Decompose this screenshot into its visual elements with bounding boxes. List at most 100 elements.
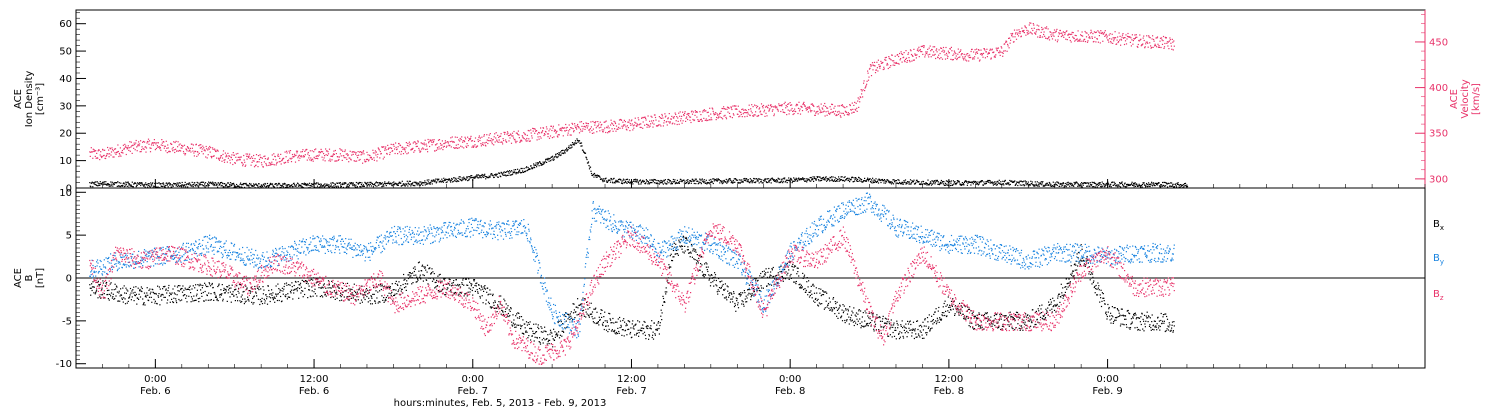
velocity-series-point	[244, 161, 246, 163]
density-series-point	[801, 178, 803, 180]
bx-series-point	[122, 301, 124, 303]
velocity-series-point	[1082, 35, 1084, 37]
density-series-point	[831, 176, 833, 178]
density-series-point	[199, 183, 201, 185]
density-series-point	[647, 181, 649, 183]
velocity-series-point	[247, 153, 249, 155]
velocity-series-point	[996, 50, 998, 52]
density-series-point	[319, 185, 322, 187]
density-series-point	[893, 179, 895, 181]
velocity-series-point	[516, 132, 518, 134]
velocity-series-point	[728, 112, 731, 114]
density-series-point	[379, 182, 381, 184]
velocity-series-point	[1138, 40, 1140, 42]
density-series-point	[1181, 184, 1184, 186]
velocity-series-point	[408, 141, 410, 143]
velocity-series-point	[1088, 37, 1090, 39]
density-series-point	[713, 178, 715, 180]
velocity-series-point	[706, 111, 708, 114]
velocity-series-point	[510, 134, 512, 136]
density-series-point	[959, 183, 961, 185]
density-series-point	[300, 184, 302, 186]
velocity-series-point	[163, 147, 165, 149]
velocity-series-point	[1011, 35, 1013, 37]
bx-series-point	[180, 288, 182, 290]
bx-series-point	[181, 299, 183, 301]
velocity-series-point	[1023, 29, 1025, 32]
density-series-point	[107, 184, 109, 186]
velocity-series-point	[694, 110, 696, 112]
velocity-series-point	[215, 150, 217, 153]
density-series-point	[201, 181, 203, 183]
velocity-series-point	[977, 49, 980, 51]
density-series-point	[1134, 182, 1136, 184]
velocity-series-point	[661, 115, 663, 117]
density-series-point	[1014, 180, 1016, 182]
velocity-series-point	[550, 125, 552, 127]
velocity-series-point	[359, 151, 361, 153]
velocity-series-point	[499, 135, 501, 137]
velocity-series-point	[374, 150, 376, 152]
bx-series-point	[221, 284, 223, 286]
density-series-point	[571, 142, 574, 144]
velocity-series-point	[1103, 33, 1105, 35]
density-series-point	[304, 184, 306, 186]
velocity-series-point	[911, 54, 913, 57]
density-series-point	[666, 183, 668, 185]
density-series-point	[414, 185, 416, 187]
density-series-point	[496, 173, 498, 175]
velocity-series-point	[91, 151, 93, 153]
velocity-series-point	[601, 123, 603, 126]
velocity-series-point	[567, 134, 569, 136]
density-series-point	[586, 158, 588, 161]
density-series-point	[261, 185, 264, 187]
bx-series-point	[178, 298, 180, 301]
density-series-point	[913, 179, 915, 181]
velocity-series-point	[723, 106, 725, 108]
velocity-series-point	[920, 51, 922, 53]
density-series-point	[301, 183, 303, 185]
velocity-series-point	[632, 125, 634, 127]
density-series-point	[489, 176, 491, 178]
velocity-series-point	[722, 108, 724, 110]
density-series-point	[407, 182, 409, 184]
velocity-series-point	[608, 131, 610, 133]
velocity-series-point	[797, 112, 799, 115]
velocity-series-point	[317, 155, 319, 157]
density-series-point	[705, 182, 707, 184]
density-series-point	[645, 182, 647, 184]
density-series-point	[966, 184, 968, 186]
density-series-point	[794, 178, 796, 180]
density-series-point	[170, 184, 172, 186]
velocity-series-point	[218, 159, 221, 161]
bx-series-point	[91, 286, 94, 288]
velocity-series-point	[592, 128, 594, 130]
density-series-point	[659, 181, 661, 183]
density-series-point	[427, 181, 429, 183]
velocity-series-point	[393, 143, 395, 145]
density-series-point	[582, 149, 584, 151]
velocity-series-point	[882, 61, 884, 64]
density-series-point	[412, 182, 414, 184]
velocity-series-point	[361, 153, 363, 155]
velocity-series-point	[537, 133, 539, 135]
velocity-series-point	[124, 143, 126, 145]
velocity-series-point	[970, 56, 972, 59]
bx-series-point	[185, 297, 187, 299]
velocity-series-point	[745, 109, 747, 111]
velocity-series-point	[1033, 27, 1035, 29]
velocity-series-point	[502, 138, 504, 140]
density-series-point	[246, 184, 248, 186]
velocity-series-point	[589, 131, 591, 133]
density-series-point	[1118, 185, 1120, 187]
density-series-point	[222, 182, 224, 184]
velocity-series-point	[603, 129, 605, 131]
density-series-point	[622, 178, 625, 180]
bx-series	[89, 235, 1175, 348]
bx-series-point	[177, 285, 179, 287]
velocity-series-point	[802, 102, 804, 105]
velocity-series-point	[967, 55, 969, 57]
density-series-point	[441, 178, 443, 180]
velocity-series-point	[333, 150, 335, 152]
velocity-series-point	[700, 114, 702, 116]
